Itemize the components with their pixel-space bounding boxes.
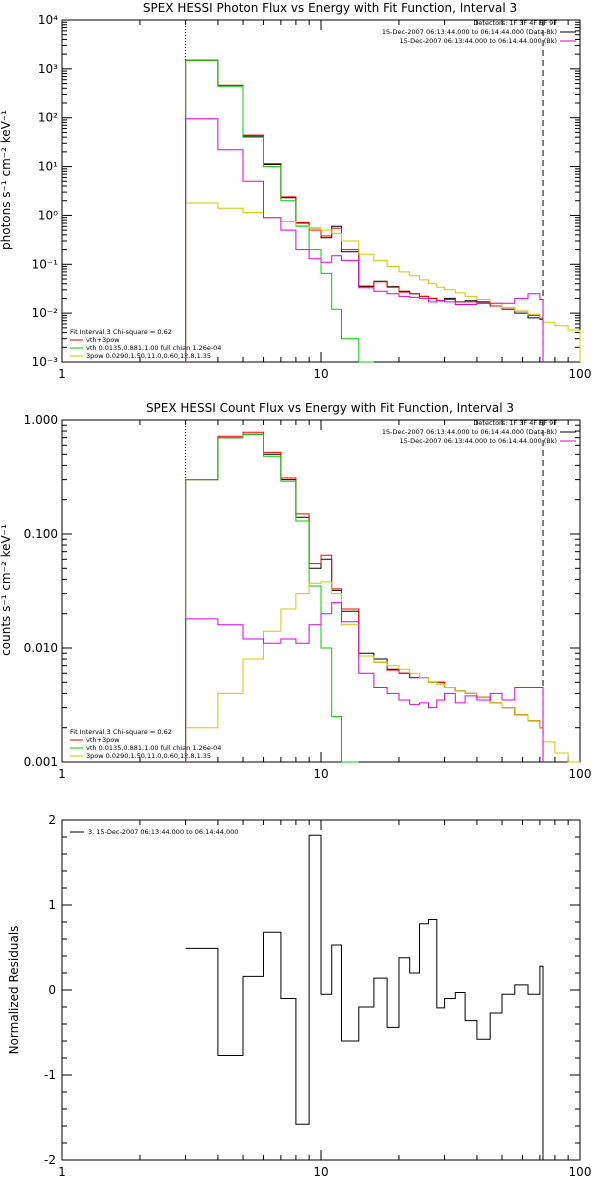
y-tick-label: 0.010: [24, 641, 58, 655]
y-tick-label: 10³: [38, 62, 58, 76]
x-tick-label: 10: [313, 1165, 328, 1179]
series-histogram: [185, 602, 544, 762]
plot-frame: [61, 19, 581, 363]
y-tick-label: 1: [48, 898, 56, 912]
photon-flux-legend-total: vth+3pow: [86, 336, 120, 344]
y-tick-label: 10⁻²: [32, 306, 59, 320]
count-flux-legend-vth: vth 0.0135,0.881,1.00 full chian 1.26e-0…: [86, 744, 221, 752]
photon-flux-detectors: Detectors: 1F 3F 4F 6F 9F: [473, 19, 557, 27]
count-flux-legend-3pow: 3pow 0.0290,1.50,11.0,0.60,12.8,1.35: [86, 752, 211, 760]
photon-flux-legend-vth: vth 0.0135,0.881,1.00 full chian 1.26e-0…: [86, 344, 221, 352]
count-flux-legend-total: vth+3pow: [86, 736, 120, 744]
residuals-panel: Normalized Residuals 3. 15-Dec-2007 06:1…: [7, 813, 591, 1179]
x-tick-label: 1: [58, 367, 66, 381]
x-tick-label: 100: [569, 1165, 592, 1179]
count-flux-bk-range: 15-Dec-2007 06:13:44.000 to 06:14:44.000…: [400, 437, 558, 445]
photon-flux-legend-3pow: 3pow 0.0290,1.50,11.0,0.60,12.8,1.35: [86, 352, 211, 360]
count-flux-detectors: Detectors: 1F 3F 4F 6F 9F: [473, 419, 557, 427]
x-tick-label: 100: [569, 767, 592, 781]
y-tick-label: 10⁴: [38, 13, 58, 27]
x-tick-label: 1: [58, 767, 66, 781]
background-histogram: [185, 431, 544, 762]
background-histogram: [185, 59, 544, 362]
count-flux-panel: SPEX HESSI Count Flux vs Energy with Fit…: [0, 401, 591, 781]
photon-flux-y-label: photons s⁻¹ cm⁻² keV⁻¹: [0, 110, 13, 250]
residuals-y-label: Normalized Residuals: [7, 926, 21, 1055]
series-histogram: [185, 202, 581, 362]
y-tick-label: 10²: [38, 111, 58, 125]
residuals-legend-label: 3. 15-Dec-2007 06:13:44.000 to 06:14:44.…: [88, 828, 238, 836]
y-tick-label: 10⁰: [38, 208, 58, 222]
x-tick-label: 1: [58, 1165, 66, 1179]
y-tick-label: 0.100: [24, 527, 58, 541]
count-flux-fit-header: Fit Interval 3 Chi-square = 0.62: [70, 728, 172, 736]
series-histogram: [185, 118, 544, 362]
count-flux-data-bk-range: 15-Dec-2007 06:13:44.000 to 06:14:44.000…: [382, 428, 557, 436]
photon-flux-bk-range: 15-Dec-2007 06:13:44.000 to 06:14:44.000…: [400, 37, 558, 45]
x-tick-label: 10: [313, 367, 328, 381]
series-histogram: [185, 59, 374, 363]
y-tick-label: 10¹: [38, 160, 58, 174]
count-flux-y-label: counts s⁻¹ cm⁻² keV⁻¹: [0, 524, 13, 656]
photon-flux-fit-header: Fit Interval 3 Chi-square = 0.62: [70, 328, 172, 336]
data-histogram: [185, 59, 544, 362]
photon-flux-data-bk-range: 15-Dec-2007 06:13:44.000 to 06:14:44.000…: [382, 28, 557, 36]
x-tick-label: 100: [569, 367, 592, 381]
x-tick-label: 10: [313, 767, 328, 781]
y-tick-label: 1.000: [24, 413, 58, 427]
y-tick-label: 0.001: [24, 755, 58, 769]
y-tick-label: -1: [44, 1068, 56, 1082]
y-tick-label: 2: [48, 813, 56, 827]
series-histogram: [185, 834, 544, 1160]
data-histogram: [185, 433, 544, 762]
series-histogram: [185, 581, 580, 763]
photon-flux-title: SPEX HESSI Photon Flux vs Energy with Fi…: [143, 1, 517, 15]
series-histogram: [185, 433, 359, 763]
y-tick-label: 0: [48, 983, 56, 997]
photon-flux-panel: SPEX HESSI Photon Flux vs Energy with Fi…: [0, 1, 591, 381]
y-tick-label: 10⁻³: [32, 355, 59, 369]
y-tick-label: 10⁻¹: [32, 257, 59, 271]
y-tick-label: -2: [44, 1153, 56, 1167]
count-flux-title: SPEX HESSI Count Flux vs Energy with Fit…: [146, 401, 514, 415]
